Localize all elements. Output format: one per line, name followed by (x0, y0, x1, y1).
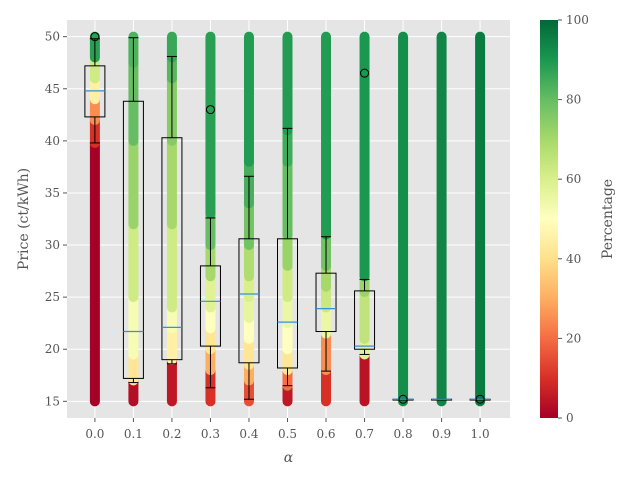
y-tick-label: 15 (45, 394, 60, 408)
x-tick-label: 0.6 (316, 427, 335, 441)
outlier-marker (398, 394, 408, 404)
boxplot (238, 175, 260, 400)
x-axis-label: α (284, 450, 294, 466)
x-tick-label: 0.9 (432, 427, 451, 441)
box (161, 137, 183, 361)
colorbar-tick-label: 80 (566, 93, 581, 107)
x-tick-label: 1.0 (471, 427, 490, 441)
boxplot (469, 394, 491, 404)
x-axis-ticks: 0.0 0.1 0.2 0.3 0.4 0.5 0.6 0.7 0.8 0.9 1.0 (85, 418, 490, 441)
y-tick-label: 20 (45, 342, 60, 356)
scatter-layer (89, 31, 486, 407)
box (315, 272, 337, 333)
boxplot (199, 105, 221, 389)
boxplot (84, 32, 106, 144)
box (238, 238, 260, 364)
x-tick-label: 0.8 (394, 427, 413, 441)
outlier-marker (205, 105, 215, 115)
boxplot (315, 236, 337, 372)
outlier-marker (360, 68, 370, 78)
y-tick-label: 30 (45, 238, 60, 252)
outlier-marker (90, 32, 100, 42)
colorbar-label: Percentage (600, 179, 616, 259)
x-tick-label: 0.5 (278, 427, 297, 441)
y-axis-label: Price (ct/kWh) (16, 168, 32, 270)
box (277, 238, 298, 369)
x-tick-label: 0.3 (201, 427, 220, 441)
y-tick-label: 45 (45, 82, 60, 96)
colorbar-tick-label: 20 (566, 331, 581, 345)
boxplot (277, 127, 298, 387)
x-tick-label: 0.4 (239, 427, 258, 441)
colorbar-tick-label: 100 (566, 13, 589, 27)
colorbar-ticks: 0 20 40 60 80 100 (558, 13, 589, 425)
y-tick-label: 35 (45, 186, 60, 200)
y-tick-label: 50 (45, 30, 60, 44)
y-axis-ticks: 15 20 25 30 35 40 45 50 (45, 30, 67, 408)
x-tick-label: 0.7 (355, 427, 374, 441)
box (354, 290, 376, 350)
boxplot (392, 394, 414, 404)
boxplot (354, 68, 376, 355)
y-tick-label: 25 (45, 290, 60, 304)
colorbar (540, 20, 558, 418)
box (199, 265, 221, 347)
boxplot (122, 37, 144, 384)
outlier-marker (475, 394, 485, 404)
colorbar-tick-label: 40 (566, 252, 581, 266)
x-tick-label: 0.0 (85, 427, 104, 441)
box (122, 100, 144, 379)
boxplot (161, 55, 183, 365)
y-tick-label: 40 (45, 134, 60, 148)
colorbar-tick-label: 0 (566, 411, 574, 425)
boxplot (431, 398, 453, 401)
boxplot-layer (84, 32, 491, 404)
x-tick-label: 0.2 (162, 427, 181, 441)
colorbar-tick-label: 60 (566, 172, 581, 186)
x-tick-label: 0.1 (124, 427, 143, 441)
